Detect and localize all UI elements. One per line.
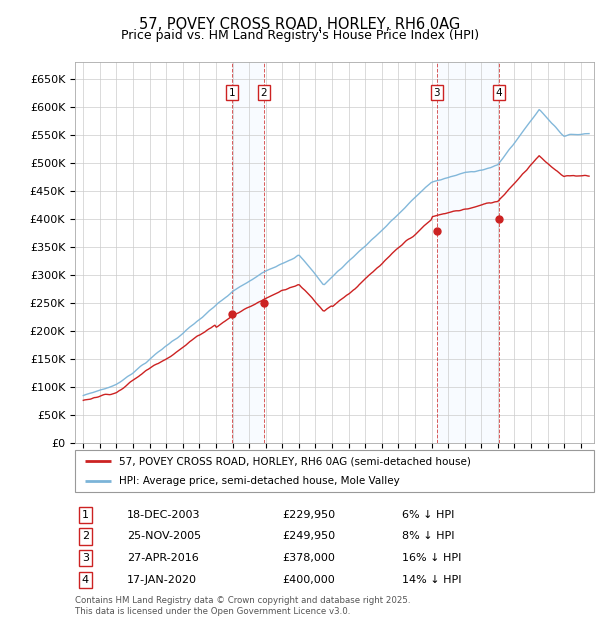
Text: £400,000: £400,000 <box>283 575 335 585</box>
Text: 25-NOV-2005: 25-NOV-2005 <box>127 531 201 541</box>
Text: 3: 3 <box>82 553 89 563</box>
Text: HPI: Average price, semi-detached house, Mole Valley: HPI: Average price, semi-detached house,… <box>119 476 400 485</box>
Text: 4: 4 <box>496 88 502 98</box>
Text: £249,950: £249,950 <box>283 531 336 541</box>
Text: 17-JAN-2020: 17-JAN-2020 <box>127 575 197 585</box>
Text: 1: 1 <box>82 510 89 520</box>
Text: £378,000: £378,000 <box>283 553 335 563</box>
Text: 2: 2 <box>82 531 89 541</box>
Text: 2: 2 <box>261 88 268 98</box>
Text: 14% ↓ HPI: 14% ↓ HPI <box>402 575 461 585</box>
Text: 57, POVEY CROSS ROAD, HORLEY, RH6 0AG: 57, POVEY CROSS ROAD, HORLEY, RH6 0AG <box>139 17 461 32</box>
Text: 4: 4 <box>82 575 89 585</box>
Text: 16% ↓ HPI: 16% ↓ HPI <box>402 553 461 563</box>
Text: 27-APR-2016: 27-APR-2016 <box>127 553 199 563</box>
Text: Price paid vs. HM Land Registry's House Price Index (HPI): Price paid vs. HM Land Registry's House … <box>121 30 479 42</box>
Text: Contains HM Land Registry data © Crown copyright and database right 2025.: Contains HM Land Registry data © Crown c… <box>75 596 410 604</box>
Text: 57, POVEY CROSS ROAD, HORLEY, RH6 0AG (semi-detached house): 57, POVEY CROSS ROAD, HORLEY, RH6 0AG (s… <box>119 456 471 466</box>
Text: 3: 3 <box>433 88 440 98</box>
Text: 1: 1 <box>229 88 235 98</box>
Text: 18-DEC-2003: 18-DEC-2003 <box>127 510 200 520</box>
Text: £229,950: £229,950 <box>283 510 336 520</box>
Text: 6% ↓ HPI: 6% ↓ HPI <box>402 510 454 520</box>
Bar <box>437 62 499 443</box>
Text: This data is licensed under the Open Government Licence v3.0.: This data is licensed under the Open Gov… <box>75 608 350 616</box>
Text: 8% ↓ HPI: 8% ↓ HPI <box>402 531 454 541</box>
Bar <box>232 62 264 443</box>
